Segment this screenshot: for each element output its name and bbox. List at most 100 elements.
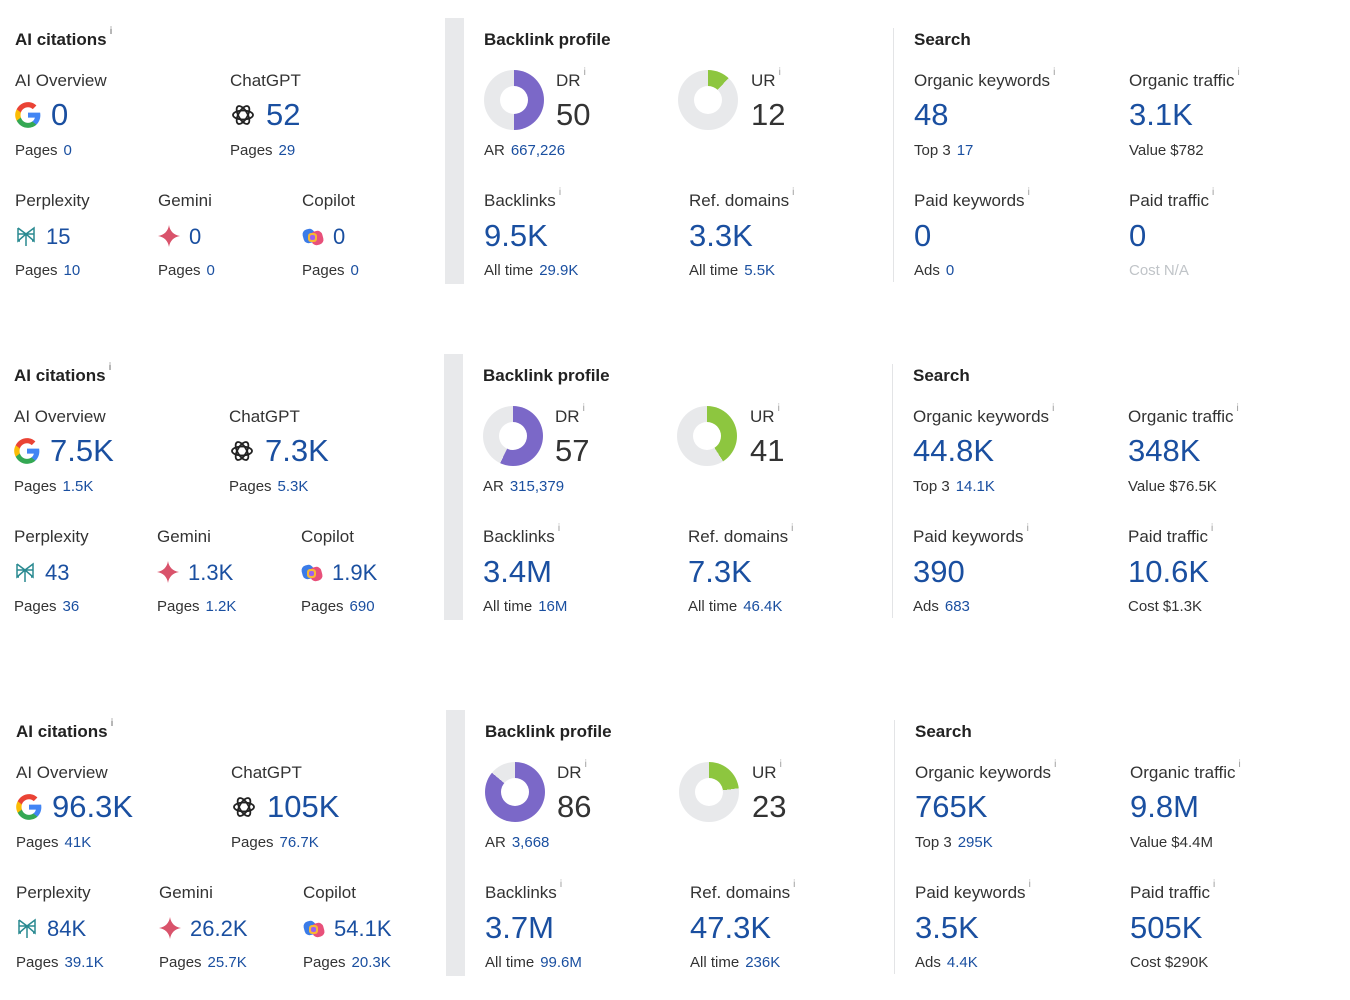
perplexity-value[interactable]: 84K: [47, 916, 87, 941]
backlinks-value[interactable]: 9.5K: [484, 218, 548, 253]
info-icon[interactable]: i: [791, 523, 794, 534]
traffic-value-row: Value $4.4M: [1130, 834, 1213, 851]
top3-value[interactable]: 14.1K: [955, 478, 995, 495]
perplexity-value[interactable]: 15: [46, 224, 71, 249]
ref-domains-value[interactable]: 7.3K: [688, 554, 752, 589]
gemini-pages-value[interactable]: 1.2K: [205, 598, 237, 615]
ar-value[interactable]: 3,668: [511, 834, 550, 851]
perplexity-pages-value[interactable]: 39.1K: [64, 954, 104, 971]
ref-domains-all-time-value[interactable]: 46.4K: [743, 598, 783, 615]
chatgpt-value[interactable]: 52: [266, 97, 301, 132]
chatgpt-pages-value[interactable]: 76.7K: [279, 834, 319, 851]
gemini-value[interactable]: 1.3K: [188, 560, 234, 585]
info-icon[interactable]: i: [1238, 759, 1241, 770]
paid-keywords-value[interactable]: 3.5K: [915, 910, 979, 945]
info-icon[interactable]: i: [1052, 403, 1055, 414]
paid-traffic-value[interactable]: 0: [1129, 218, 1147, 253]
info-icon[interactable]: i: [1236, 403, 1239, 414]
organic-keywords-value[interactable]: 44.8K: [913, 433, 995, 468]
dr-value[interactable]: 50: [556, 97, 591, 132]
ai-overview-value[interactable]: 96.3K: [52, 789, 134, 824]
info-icon[interactable]: i: [1028, 879, 1031, 890]
info-icon[interactable]: i: [778, 67, 781, 78]
paid-keywords-value[interactable]: 390: [913, 554, 965, 589]
organic-traffic-value[interactable]: 348K: [1128, 433, 1201, 468]
ads-value[interactable]: 683: [944, 598, 970, 615]
ads-value[interactable]: 0: [945, 262, 955, 279]
info-icon[interactable]: i: [1054, 759, 1057, 770]
info-icon[interactable]: i: [1213, 879, 1216, 890]
info-icon[interactable]: i: [1212, 187, 1215, 198]
ur-value[interactable]: 12: [751, 97, 786, 132]
info-icon[interactable]: i: [777, 403, 780, 414]
info-icon[interactable]: i: [583, 67, 586, 78]
paid-traffic-value[interactable]: 10.6K: [1128, 554, 1210, 589]
chatgpt-value[interactable]: 7.3K: [265, 433, 329, 468]
ai-overview-value[interactable]: 0: [51, 97, 69, 132]
ai-overview-pages-value[interactable]: 1.5K: [62, 478, 94, 495]
organic-traffic-value[interactable]: 3.1K: [1129, 97, 1193, 132]
ar-value[interactable]: 315,379: [509, 478, 565, 495]
info-icon[interactable]: i: [779, 759, 782, 770]
info-icon[interactable]: i: [557, 523, 561, 534]
ref-domains-all-time-value[interactable]: 236K: [745, 954, 781, 971]
dr-value[interactable]: 57: [555, 433, 590, 468]
gemini-value[interactable]: 0: [189, 224, 202, 249]
paid-keywords-value[interactable]: 0: [914, 218, 932, 253]
info-icon[interactable]: i: [109, 26, 113, 37]
copilot-pages-value[interactable]: 690: [349, 598, 375, 615]
info-icon[interactable]: i: [1237, 67, 1240, 78]
info-icon[interactable]: i: [792, 187, 795, 198]
paid-traffic-value[interactable]: 505K: [1130, 910, 1203, 945]
top3-value[interactable]: 17: [956, 142, 974, 159]
info-icon[interactable]: i: [582, 403, 585, 414]
organic-keywords-value[interactable]: 765K: [915, 789, 988, 824]
info-icon[interactable]: i: [108, 362, 112, 373]
chatgpt-pages-value[interactable]: 29: [278, 142, 296, 159]
gemini-pages-value[interactable]: 25.7K: [207, 954, 247, 971]
dr-value[interactable]: 86: [557, 789, 592, 824]
info-icon[interactable]: i: [110, 718, 114, 729]
perplexity-pages-value[interactable]: 36: [62, 598, 80, 615]
ref-domains-all-time-value[interactable]: 5.5K: [744, 262, 776, 279]
organic-keywords-value[interactable]: 48: [914, 97, 949, 132]
copilot-value[interactable]: 1.9K: [332, 560, 378, 585]
gemini-pages-value[interactable]: 0: [206, 262, 215, 279]
ai-overview-value[interactable]: 7.5K: [50, 433, 114, 468]
backlinks-value[interactable]: 3.7M: [485, 910, 554, 945]
ar-value[interactable]: 667,226: [510, 142, 566, 159]
organic-traffic-value[interactable]: 9.8M: [1130, 789, 1199, 824]
copilot-pages-value[interactable]: 20.3K: [351, 954, 391, 971]
backlink-profile-title: Backlink profile: [484, 30, 611, 49]
info-icon[interactable]: i: [793, 879, 796, 890]
backlinks-value[interactable]: 3.4M: [483, 554, 552, 589]
chatgpt-icon: [228, 437, 256, 470]
backlinks-all-time-value[interactable]: 99.6M: [540, 954, 582, 971]
chatgpt-value[interactable]: 105K: [267, 789, 340, 824]
ai-overview-pages-value[interactable]: 0: [63, 142, 72, 159]
copilot-value[interactable]: 54.1K: [334, 916, 392, 941]
chatgpt-pages-value[interactable]: 5.3K: [277, 478, 309, 495]
info-icon[interactable]: i: [1211, 523, 1214, 534]
ref-domains-value[interactable]: 3.3K: [689, 218, 753, 253]
info-icon[interactable]: i: [1026, 523, 1029, 534]
ai-overview-pages-value[interactable]: 41K: [64, 834, 92, 851]
chatgpt-icon: [230, 793, 258, 826]
info-icon[interactable]: i: [584, 759, 587, 770]
ads-value[interactable]: 4.4K: [946, 954, 978, 971]
copilot-pages-value[interactable]: 0: [350, 262, 359, 279]
info-icon[interactable]: i: [558, 187, 562, 198]
info-icon[interactable]: i: [1027, 187, 1030, 198]
ref-domains-value[interactable]: 47.3K: [690, 910, 772, 945]
copilot-value[interactable]: 0: [333, 224, 346, 249]
info-icon[interactable]: i: [559, 879, 563, 890]
backlinks-all-time-value[interactable]: 29.9K: [539, 262, 579, 279]
perplexity-value[interactable]: 43: [45, 560, 70, 585]
gemini-value[interactable]: 26.2K: [190, 916, 248, 941]
perplexity-pages-value[interactable]: 10: [63, 262, 81, 279]
ur-value[interactable]: 23: [752, 789, 787, 824]
backlinks-all-time-value[interactable]: 16M: [538, 598, 568, 615]
info-icon[interactable]: i: [1053, 67, 1056, 78]
top3-value[interactable]: 295K: [957, 834, 993, 851]
ur-value[interactable]: 41: [750, 433, 785, 468]
